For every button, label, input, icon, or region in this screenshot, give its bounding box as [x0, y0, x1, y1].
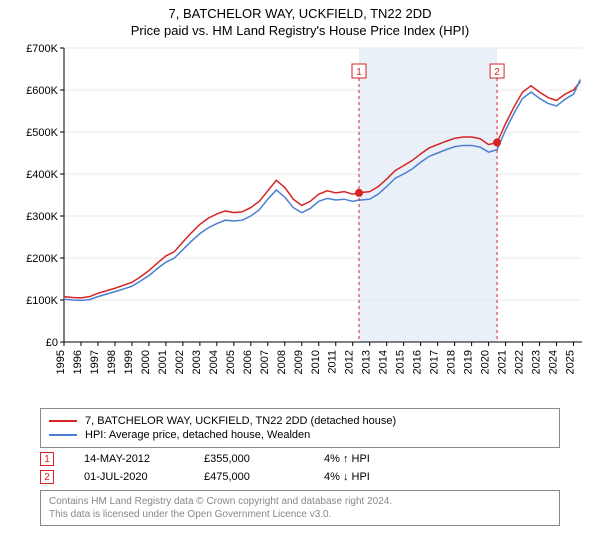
transaction-marker-icon: 2 — [40, 470, 54, 484]
svg-text:2021: 2021 — [497, 350, 509, 374]
legend-row: HPI: Average price, detached house, Weal… — [49, 429, 551, 441]
svg-text:2005: 2005 — [225, 350, 237, 374]
legend-label: HPI: Average price, detached house, Weal… — [85, 429, 310, 441]
svg-text:2015: 2015 — [395, 350, 407, 374]
svg-text:£600K: £600K — [26, 85, 58, 97]
license-notice: Contains HM Land Registry data © Crown c… — [40, 490, 560, 526]
legend-swatch — [49, 434, 77, 436]
transaction-table: 1 14-MAY-2012 £355,000 4% ↑ HPI 2 01-JUL-2020… — [40, 452, 560, 484]
svg-text:2017: 2017 — [429, 350, 441, 374]
price-chart: £0 £100K £200K £300K £400K £500K £600K £700K 199… — [20, 42, 590, 402]
svg-text:£700K: £700K — [26, 43, 58, 55]
license-line: Contains HM Land Registry data © Crown c… — [49, 495, 551, 508]
transaction-marker-icon: 1 — [40, 452, 54, 466]
transaction-price: £355,000 — [204, 453, 294, 465]
svg-text:2013: 2013 — [361, 350, 373, 374]
svg-text:2008: 2008 — [276, 350, 288, 374]
svg-text:2002: 2002 — [174, 350, 186, 374]
page-title: 7, BATCHELOR WAY, UCKFIELD, TN22 2DD — [0, 0, 600, 21]
legend-row: 7, BATCHELOR WAY, UCKFIELD, TN22 2DD (de… — [49, 415, 551, 427]
svg-text:2011: 2011 — [327, 350, 339, 374]
svg-text:2014: 2014 — [378, 350, 390, 374]
svg-text:2024: 2024 — [548, 350, 560, 374]
svg-text:2006: 2006 — [242, 350, 254, 374]
svg-text:1995: 1995 — [55, 350, 67, 374]
svg-text:1998: 1998 — [106, 350, 118, 374]
svg-text:£0: £0 — [46, 337, 58, 349]
legend-swatch — [49, 420, 77, 422]
svg-text:£100K: £100K — [26, 295, 58, 307]
svg-text:2001: 2001 — [157, 350, 169, 374]
transaction-row: 2 01-JUL-2020 £475,000 4% ↓ HPI — [40, 470, 560, 484]
svg-text:2016: 2016 — [412, 350, 424, 374]
svg-text:1996: 1996 — [72, 350, 84, 374]
svg-text:£300K: £300K — [26, 211, 58, 223]
transaction-date: 14-MAY-2012 — [84, 453, 174, 465]
svg-text:£400K: £400K — [26, 169, 58, 181]
svg-text:2007: 2007 — [259, 350, 271, 374]
transaction-date: 01-JUL-2020 — [84, 471, 174, 483]
svg-text:2023: 2023 — [531, 350, 543, 374]
transaction-delta: 4% ↑ HPI — [324, 453, 414, 465]
svg-text:1: 1 — [356, 67, 362, 78]
svg-text:2009: 2009 — [293, 350, 305, 374]
svg-text:2022: 2022 — [514, 350, 526, 374]
svg-text:2020: 2020 — [480, 350, 492, 374]
svg-text:2004: 2004 — [208, 350, 220, 374]
svg-text:2000: 2000 — [140, 350, 152, 374]
svg-text:2019: 2019 — [463, 350, 475, 374]
svg-text:1997: 1997 — [89, 350, 101, 374]
svg-text:2012: 2012 — [344, 350, 356, 374]
transaction-price: £475,000 — [204, 471, 294, 483]
svg-text:2025: 2025 — [565, 350, 577, 374]
legend: 7, BATCHELOR WAY, UCKFIELD, TN22 2DD (de… — [40, 408, 560, 448]
svg-text:£200K: £200K — [26, 253, 58, 265]
legend-label: 7, BATCHELOR WAY, UCKFIELD, TN22 2DD (de… — [85, 415, 396, 427]
license-line: This data is licensed under the Open Gov… — [49, 508, 551, 521]
svg-text:2003: 2003 — [191, 350, 203, 374]
transaction-row: 1 14-MAY-2012 £355,000 4% ↑ HPI — [40, 452, 560, 466]
transaction-delta: 4% ↓ HPI — [324, 471, 414, 483]
svg-text:1999: 1999 — [123, 350, 135, 374]
svg-text:2010: 2010 — [310, 350, 322, 374]
svg-text:2018: 2018 — [446, 350, 458, 374]
svg-text:2: 2 — [494, 67, 500, 78]
page-subtitle: Price paid vs. HM Land Registry's House … — [0, 21, 600, 42]
svg-text:£500K: £500K — [26, 127, 58, 139]
